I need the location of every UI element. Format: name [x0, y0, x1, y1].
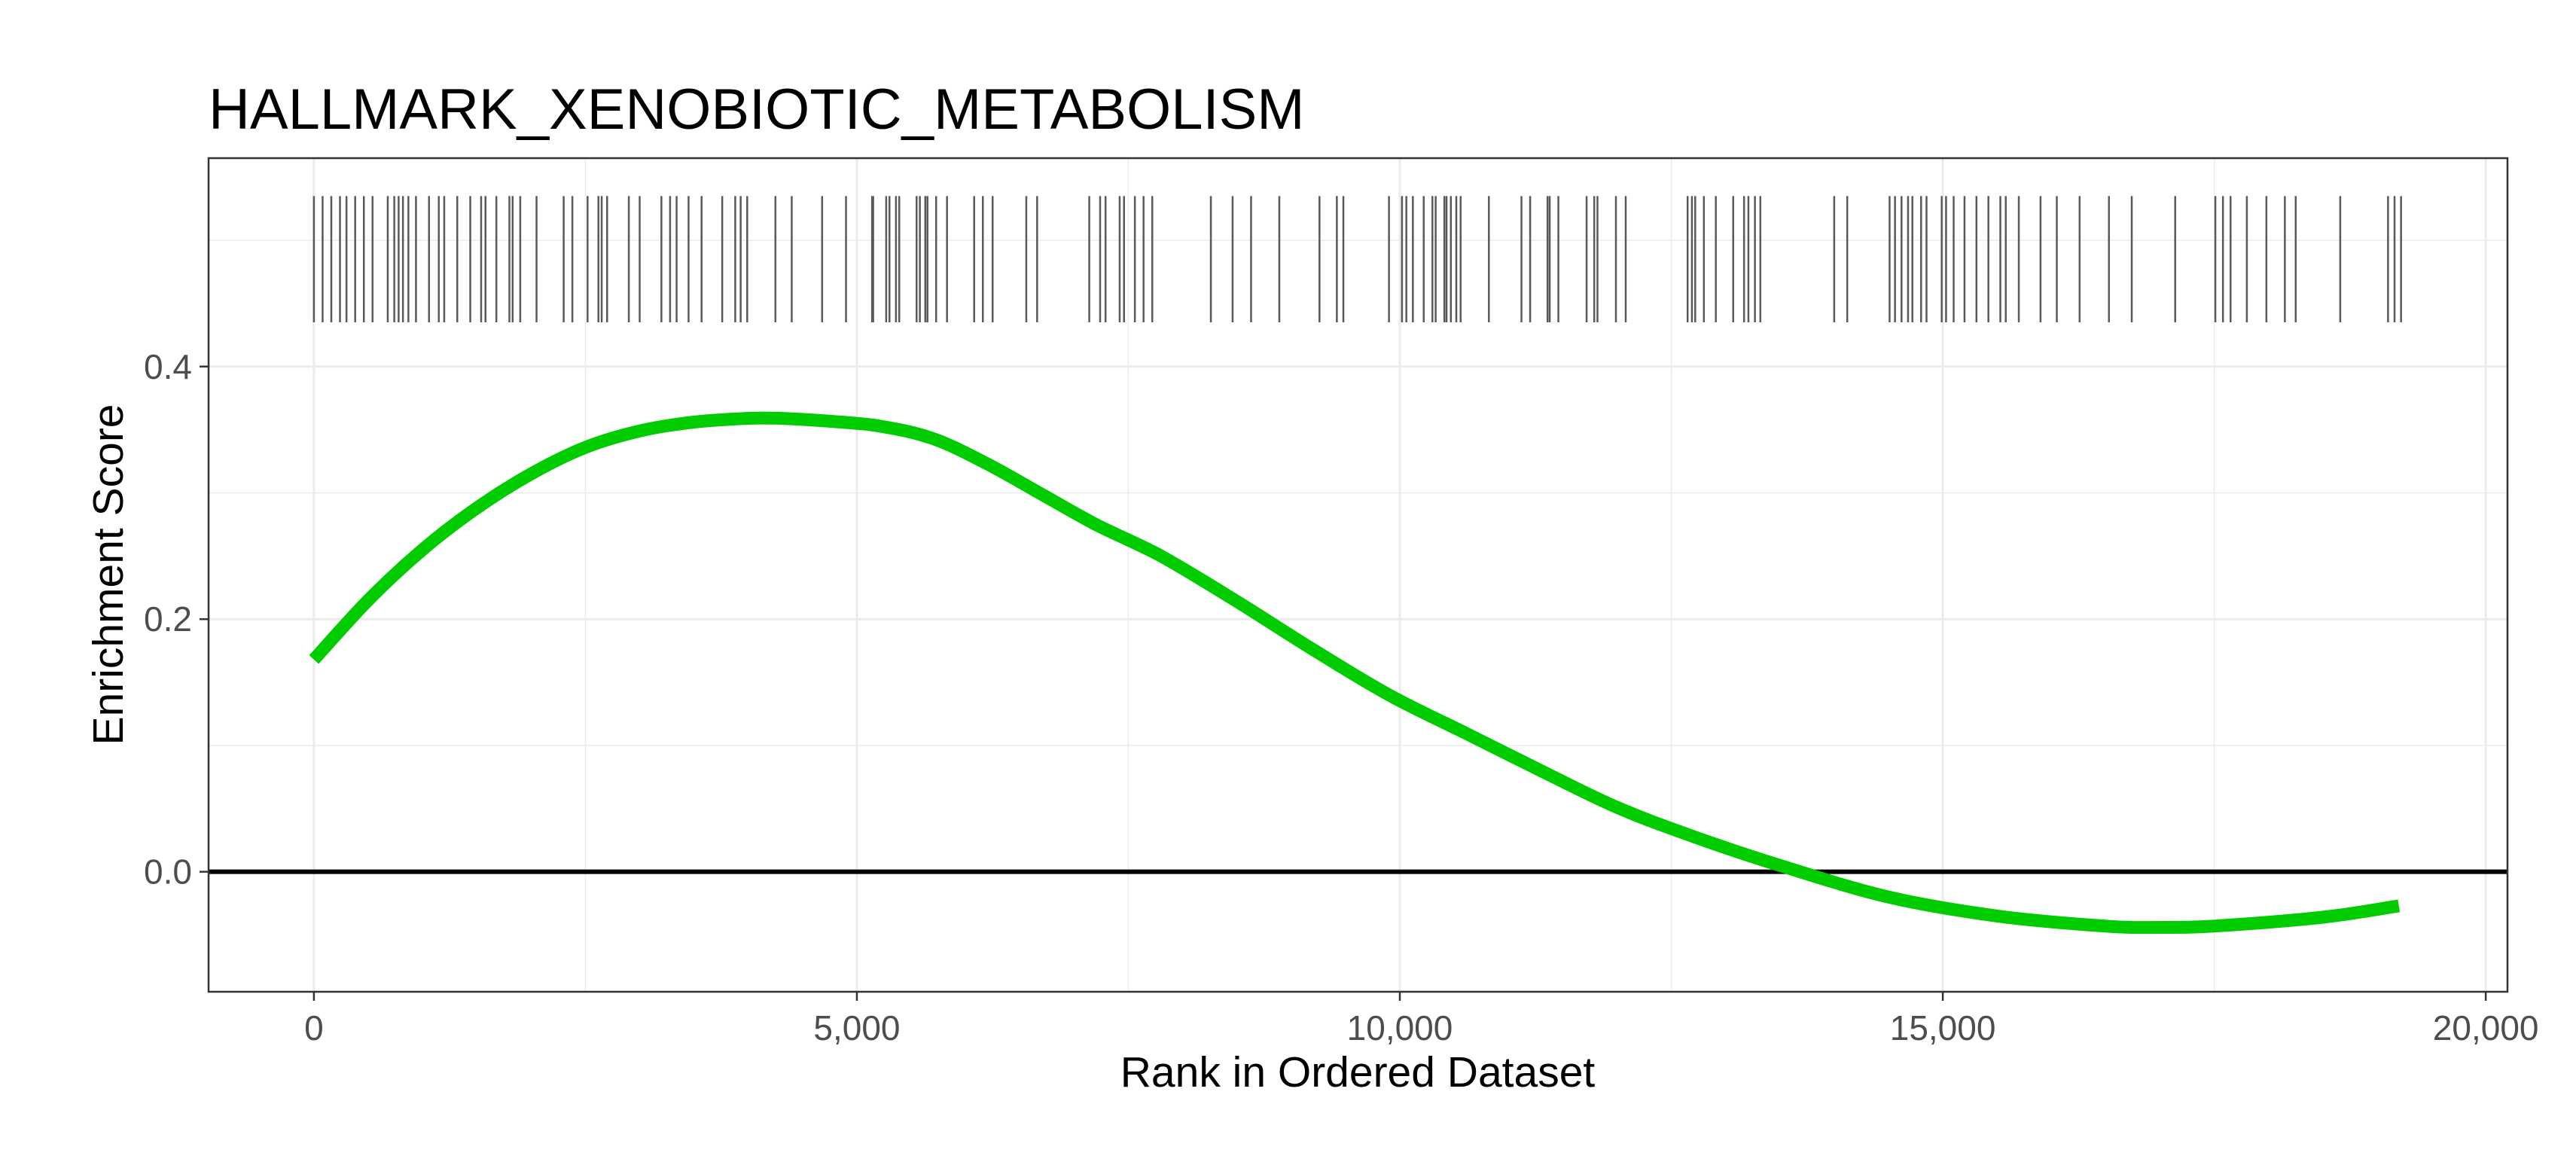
x-tick-label: 15,000 — [1890, 1008, 1996, 1047]
y-axis-title: Enrichment Score — [84, 404, 133, 745]
x-axis: 0 5,000 10,000 15,000 20,000 — [304, 992, 2539, 1047]
enrichment-score-curve — [309, 411, 2401, 935]
plot-panel — [209, 158, 2507, 992]
chart-title: HALLMARK_XENOBIOTIC_METABOLISM — [209, 78, 1305, 142]
y-axis: 0.0 0.2 0.4 — [144, 347, 209, 892]
x-axis-title: Rank in Ordered Dataset — [1120, 1048, 1596, 1096]
y-tick-label: 0.0 — [144, 852, 192, 892]
x-tick-label: 20,000 — [2433, 1008, 2539, 1047]
x-tick-label: 10,000 — [1347, 1008, 1453, 1047]
x-tick-label: 0 — [304, 1008, 324, 1047]
panel-border — [207, 157, 2509, 993]
gene-hit-marks — [312, 196, 2402, 323]
y-tick-label: 0.4 — [144, 347, 192, 386]
x-tick-label: 5,000 — [813, 1008, 900, 1047]
y-tick-label: 0.2 — [144, 599, 192, 639]
